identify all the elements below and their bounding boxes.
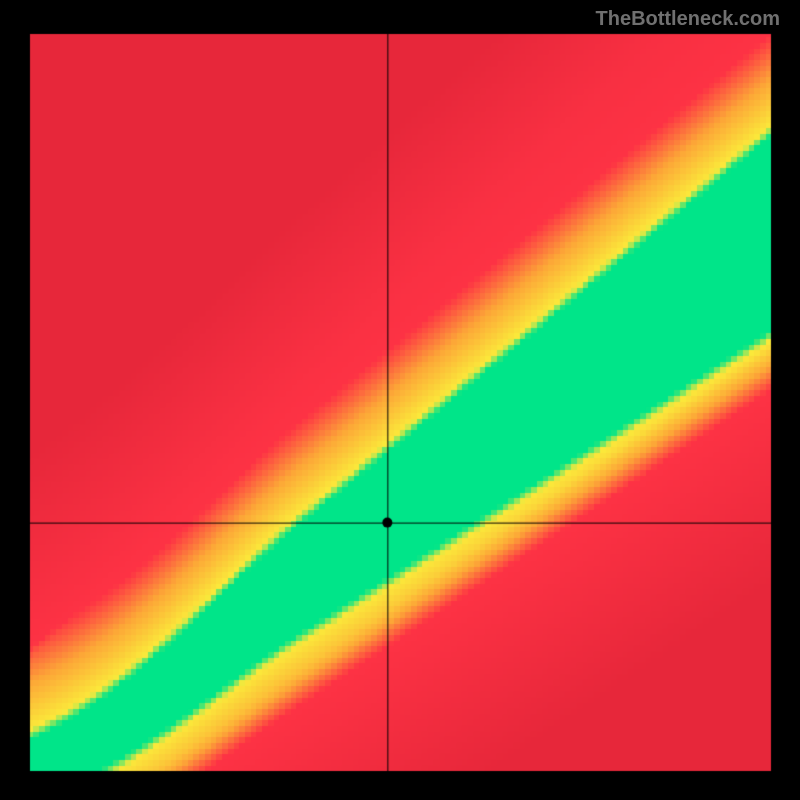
chart-container: TheBottleneck.com [0, 0, 800, 800]
attribution-text: TheBottleneck.com [596, 8, 780, 31]
heatmap-canvas [0, 0, 800, 800]
